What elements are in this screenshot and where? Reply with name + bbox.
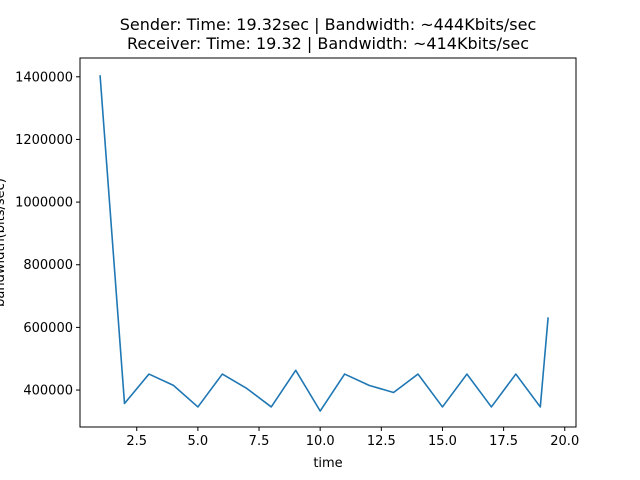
series-line	[99, 75, 549, 412]
x-tick-label: 5.0	[188, 434, 209, 449]
y-tick-label: 800000	[23, 258, 73, 273]
x-tick-label: 7.5	[249, 434, 270, 449]
x-axis-label: time	[313, 456, 342, 471]
y-tick-label: 1200000	[15, 133, 73, 148]
chart-title-line-2: Receiver: Time: 19.32 | Bandwidth: ~414K…	[126, 34, 530, 53]
x-tick-label: 20.0	[550, 434, 579, 449]
x-tick-label: 15.0	[428, 434, 457, 449]
y-tick-label: 600000	[23, 321, 73, 336]
chart-title-line-1: Sender: Time: 19.32sec | Bandwidth: ~444…	[119, 15, 537, 34]
axes-frame	[79, 57, 577, 428]
plot-background	[80, 58, 576, 427]
x-tick-label: 2.5	[126, 434, 147, 449]
y-tick-label: 400000	[23, 384, 73, 399]
x-tick-label: 12.5	[367, 434, 396, 449]
x-tick-label: 10.0	[306, 434, 335, 449]
y-tick-label: 1400000	[15, 70, 73, 85]
y-axis-label: bandwidth(bits/sec)	[0, 178, 8, 307]
y-tick-label: 1000000	[15, 196, 73, 211]
x-tick-label: 17.5	[489, 434, 518, 449]
